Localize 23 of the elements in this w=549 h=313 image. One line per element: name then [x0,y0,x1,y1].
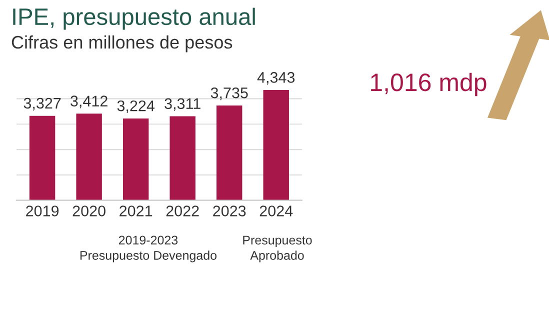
data-label: 3,327 [24,98,61,110]
x-tick-label: 2024 [260,206,293,216]
x-tick-label: 2023 [213,206,246,216]
x-tick-label: 2020 [72,206,106,216]
bar [263,90,289,200]
bar [29,116,56,200]
data-label: 3,224 [117,100,154,114]
text: Presupuesto Aprobado [243,236,312,262]
data-label: 3,412 [70,96,108,108]
x-tick-label: 2022 [166,206,199,216]
bar [122,118,149,200]
bar [216,105,242,200]
text: 2019-2023 Presupuesto Devengado [80,236,217,262]
data-label: 3,311 [164,98,200,111]
data-label: 3,735 [210,87,248,100]
data-label: 4,343 [257,72,295,85]
chart-subtitle: Cifras en millones de pesos [12,35,232,52]
bar [76,114,102,200]
chart-title: IPE, presupuesto anual [13,8,255,30]
text: 1,016 mdp [371,72,486,96]
x-tick-label: 2019 [26,206,59,216]
bar [170,116,196,200]
x-tick-label: 2021 [120,206,152,216]
